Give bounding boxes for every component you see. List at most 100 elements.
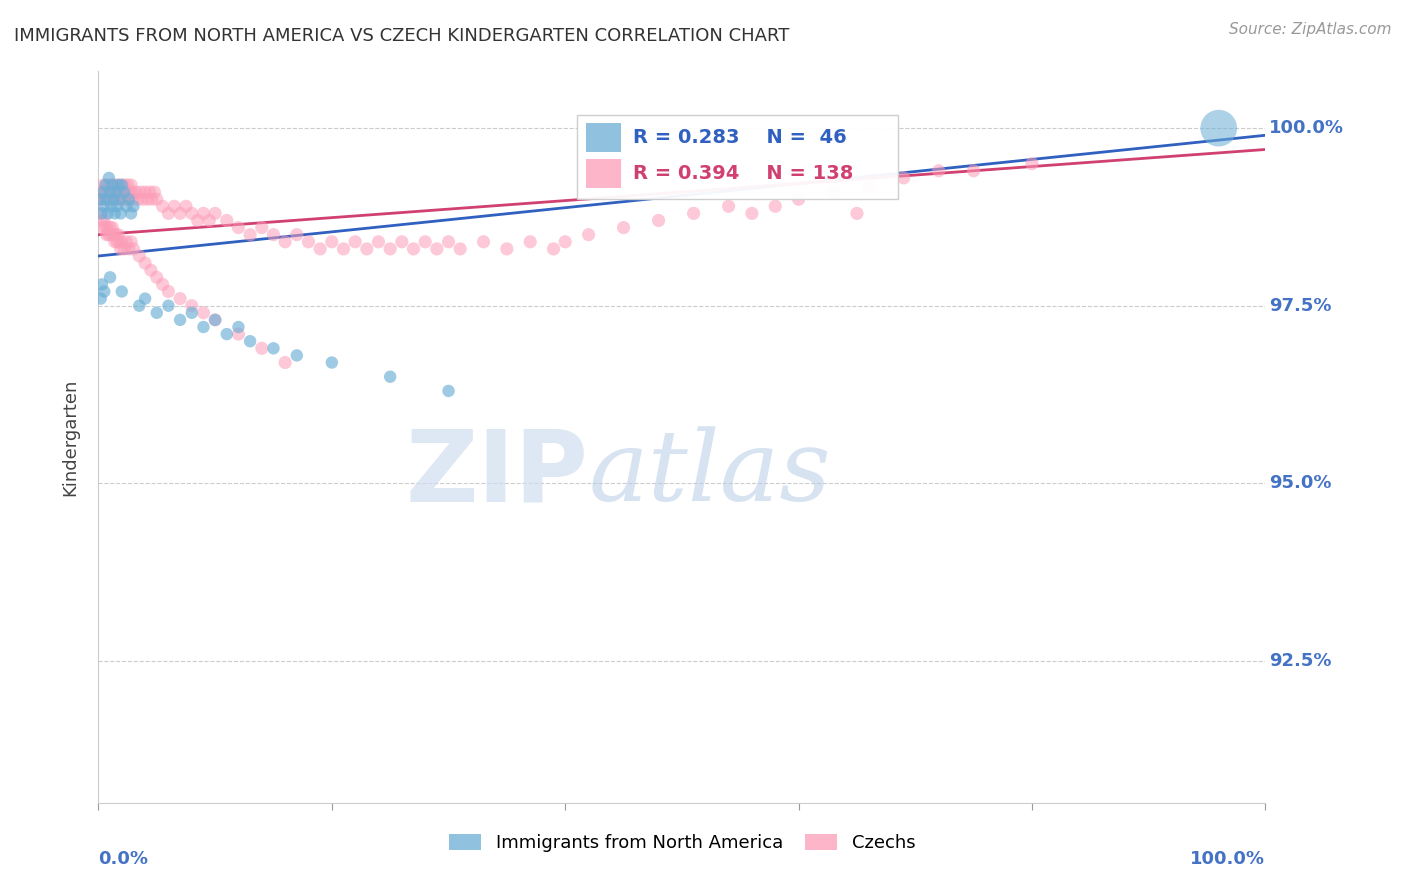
- Point: [402, 242, 425, 256]
- Point: [115, 235, 138, 249]
- Text: R = 0.394    N = 138: R = 0.394 N = 138: [633, 164, 853, 183]
- Point: [136, 192, 159, 206]
- Point: [98, 220, 121, 235]
- Point: [204, 313, 226, 327]
- Point: [285, 348, 308, 362]
- Point: [103, 178, 125, 192]
- Point: [94, 192, 117, 206]
- Point: [90, 206, 112, 220]
- Point: [97, 220, 120, 235]
- Point: [321, 355, 343, 369]
- Point: [578, 227, 600, 242]
- Point: [105, 199, 128, 213]
- Point: [122, 192, 145, 206]
- Point: [96, 192, 118, 206]
- Point: [127, 192, 149, 206]
- Point: [97, 185, 120, 199]
- Point: [285, 227, 308, 242]
- Text: 0.0%: 0.0%: [98, 850, 149, 868]
- Point: [104, 185, 127, 199]
- FancyBboxPatch shape: [586, 122, 621, 152]
- Point: [103, 192, 125, 206]
- Point: [846, 206, 869, 220]
- Point: [105, 178, 128, 192]
- Point: [90, 192, 112, 206]
- Point: [93, 213, 115, 227]
- Point: [98, 178, 121, 192]
- Point: [108, 235, 131, 249]
- FancyBboxPatch shape: [586, 159, 621, 188]
- Point: [215, 213, 238, 227]
- FancyBboxPatch shape: [576, 115, 898, 200]
- Point: [107, 178, 129, 192]
- Point: [97, 170, 120, 185]
- Point: [169, 313, 191, 327]
- Point: [367, 235, 389, 249]
- Point: [613, 220, 636, 235]
- Point: [97, 192, 120, 206]
- Point: [90, 206, 112, 220]
- Point: [90, 277, 112, 292]
- Point: [169, 292, 191, 306]
- Point: [111, 285, 134, 299]
- Point: [117, 178, 139, 192]
- Point: [111, 185, 134, 199]
- Point: [519, 235, 541, 249]
- Point: [120, 178, 142, 192]
- Point: [146, 192, 169, 206]
- Point: [111, 235, 134, 249]
- Point: [139, 263, 162, 277]
- Point: [426, 242, 449, 256]
- Point: [118, 192, 141, 206]
- Point: [437, 235, 460, 249]
- Point: [132, 192, 155, 206]
- Point: [204, 206, 226, 220]
- Point: [163, 199, 186, 213]
- Point: [111, 192, 134, 206]
- Y-axis label: Kindergarten: Kindergarten: [62, 378, 80, 496]
- Point: [239, 227, 262, 242]
- Legend: Immigrants from North America, Czechs: Immigrants from North America, Czechs: [441, 827, 922, 860]
- Point: [157, 299, 180, 313]
- Point: [274, 235, 297, 249]
- Point: [118, 242, 141, 256]
- Point: [128, 249, 150, 263]
- Point: [115, 199, 138, 213]
- Point: [496, 242, 519, 256]
- Text: IMMIGRANTS FROM NORTH AMERICA VS CZECH KINDERGARTEN CORRELATION CHART: IMMIGRANTS FROM NORTH AMERICA VS CZECH K…: [14, 27, 789, 45]
- Point: [111, 178, 134, 192]
- Point: [91, 220, 114, 235]
- Point: [104, 192, 127, 206]
- Point: [380, 242, 402, 256]
- Point: [647, 213, 669, 227]
- Point: [108, 192, 131, 206]
- Point: [125, 185, 148, 199]
- Text: ZIP: ZIP: [406, 425, 589, 522]
- Point: [139, 185, 162, 199]
- Point: [110, 206, 132, 220]
- Point: [332, 242, 354, 256]
- Point: [823, 185, 845, 199]
- Text: Source: ZipAtlas.com: Source: ZipAtlas.com: [1229, 22, 1392, 37]
- Point: [93, 285, 115, 299]
- Point: [101, 192, 124, 206]
- Text: 97.5%: 97.5%: [1268, 297, 1331, 315]
- Point: [107, 227, 129, 242]
- Point: [112, 185, 135, 199]
- Point: [98, 185, 121, 199]
- Point: [91, 185, 114, 199]
- Point: [274, 355, 297, 369]
- Point: [129, 185, 152, 199]
- Point: [187, 213, 209, 227]
- Text: 92.5%: 92.5%: [1268, 652, 1331, 670]
- Point: [93, 185, 115, 199]
- Point: [100, 199, 122, 213]
- Point: [90, 185, 112, 199]
- Point: [962, 163, 984, 178]
- Point: [858, 178, 880, 192]
- Point: [105, 235, 128, 249]
- Point: [118, 185, 141, 199]
- Point: [717, 199, 740, 213]
- Point: [143, 185, 166, 199]
- Point: [472, 235, 495, 249]
